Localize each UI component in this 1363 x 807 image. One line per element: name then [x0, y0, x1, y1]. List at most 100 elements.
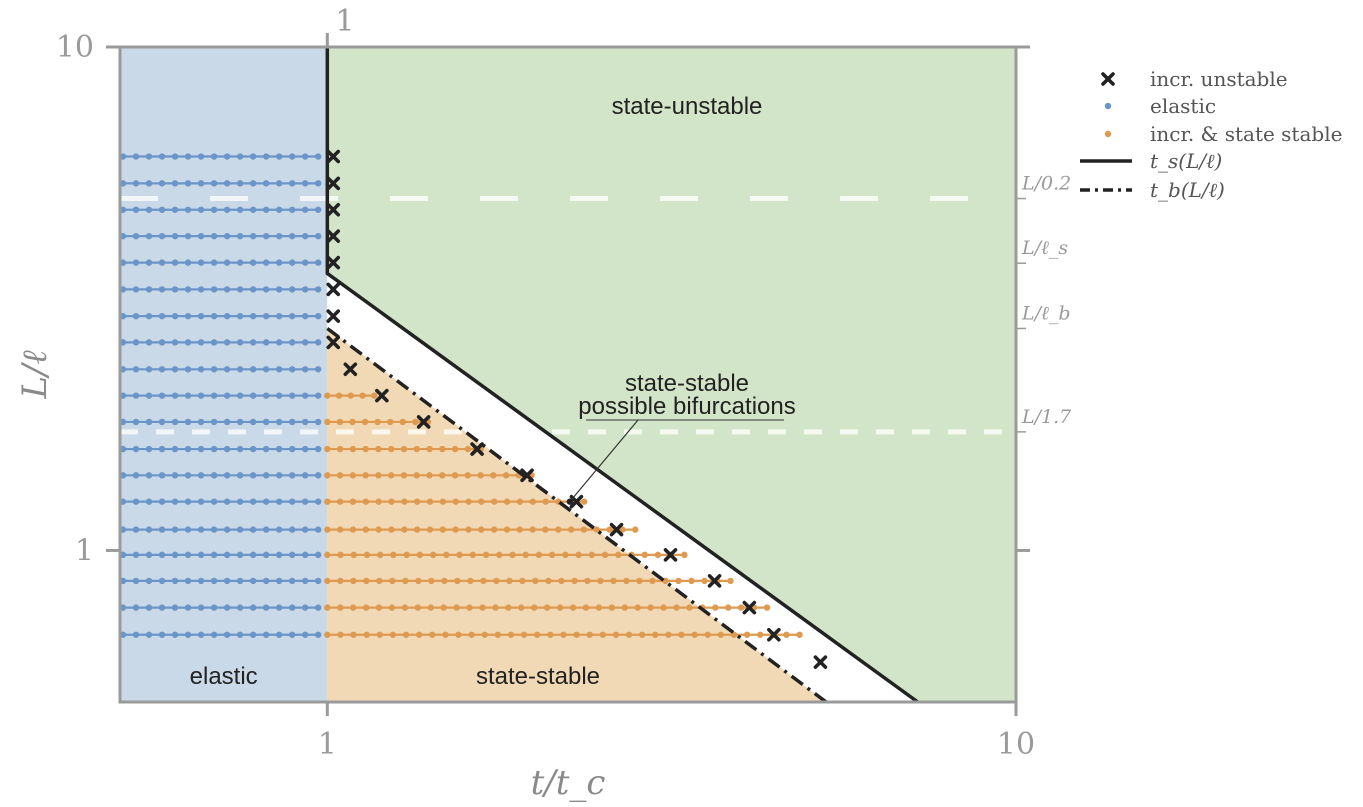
stable-point	[588, 551, 596, 559]
stable-point	[455, 631, 462, 638]
stable-point	[783, 631, 790, 638]
elastic-point	[249, 526, 257, 533]
stable-point	[324, 604, 331, 611]
stable-point	[363, 631, 370, 638]
elastic-point	[184, 577, 192, 585]
stable-point	[413, 472, 420, 479]
elastic-point	[158, 232, 166, 240]
elastic-point	[210, 180, 218, 187]
elastic-point	[223, 445, 231, 453]
stable-point	[387, 472, 395, 479]
elastic-point	[132, 392, 140, 399]
stable-point	[573, 631, 580, 638]
elastic-point	[184, 286, 192, 293]
elastic-point	[262, 472, 270, 479]
stable-point	[737, 604, 745, 611]
stable-point	[324, 392, 331, 399]
stable-point	[439, 472, 446, 479]
elastic-point	[197, 418, 205, 426]
elastic-point	[315, 604, 322, 611]
stable-point	[632, 526, 639, 533]
unstable-marker-stroke	[326, 202, 341, 217]
elastic-point	[236, 631, 244, 638]
elastic-point	[262, 526, 270, 533]
stable-point	[388, 604, 396, 611]
elastic-point	[301, 392, 309, 399]
elastic-point	[171, 312, 179, 320]
elastic-point	[315, 180, 322, 187]
stable-point	[634, 604, 641, 611]
region-layer	[120, 47, 1016, 702]
elastic-point	[275, 392, 283, 399]
unstable-marker	[326, 255, 341, 270]
elastic-point	[249, 153, 257, 160]
elastic-point	[236, 312, 244, 320]
stable-point	[347, 392, 354, 399]
stable-point	[507, 631, 515, 638]
stable-point	[426, 472, 433, 479]
legend-label: t_s(L/ℓ)	[1150, 149, 1222, 173]
legend-item: elastic	[1104, 94, 1216, 118]
elastic-point	[210, 604, 218, 611]
elastic-point	[249, 445, 257, 453]
stable-point	[584, 577, 591, 585]
stable-point	[673, 604, 680, 611]
elastic-point	[315, 392, 322, 399]
right-tick-label: L/1.7	[1021, 406, 1072, 428]
elastic-point	[301, 180, 309, 187]
stable-point	[413, 526, 421, 533]
stable-point	[567, 526, 575, 533]
elastic-point	[145, 180, 153, 187]
stable-point	[388, 526, 395, 533]
stable-point	[324, 631, 331, 638]
stable-point	[496, 551, 503, 559]
elastic-point	[132, 312, 140, 320]
unstable-marker	[326, 335, 341, 350]
elastic-point	[158, 418, 166, 426]
unstable-marker-stroke	[470, 442, 484, 456]
elastic-point	[158, 526, 166, 533]
elastic-point	[236, 526, 244, 533]
elastic-point	[132, 206, 140, 213]
stable-point	[412, 418, 419, 426]
elastic-point	[249, 232, 257, 240]
stable-point	[439, 445, 446, 453]
elastic-point	[223, 259, 231, 266]
unstable-marker	[767, 627, 781, 642]
elastic-point	[301, 577, 309, 585]
stable-point	[401, 604, 409, 611]
elastic-point	[132, 445, 140, 453]
elastic-point	[184, 366, 192, 373]
unstable-marker-stroke	[326, 176, 341, 191]
elastic-point	[249, 339, 257, 346]
stable-point	[452, 498, 459, 505]
elastic-point	[315, 551, 322, 559]
stable-point	[451, 472, 459, 479]
elastic-point	[158, 153, 166, 160]
stable-point	[548, 551, 556, 559]
stable-point	[580, 498, 588, 505]
elastic-point	[132, 153, 140, 160]
stable-point	[439, 498, 447, 505]
stable-point	[414, 498, 421, 505]
stable-point	[375, 472, 382, 479]
stable-point	[401, 498, 408, 505]
stable-point	[725, 604, 732, 611]
stable-point	[414, 604, 422, 611]
stable-point	[349, 445, 357, 453]
stable-point	[375, 445, 382, 453]
elastic-point	[210, 418, 218, 426]
stable-point	[597, 577, 604, 585]
elastic-point	[315, 631, 322, 638]
elastic-point	[158, 551, 166, 559]
elastic-point	[210, 392, 218, 399]
unstable-marker	[326, 282, 341, 297]
elastic-point	[145, 577, 153, 585]
elastic-point	[184, 180, 192, 187]
stable-point	[464, 445, 472, 453]
elastic-point	[236, 551, 244, 559]
stable-point	[477, 472, 484, 479]
stable-point	[582, 604, 590, 611]
stable-point	[388, 445, 395, 453]
